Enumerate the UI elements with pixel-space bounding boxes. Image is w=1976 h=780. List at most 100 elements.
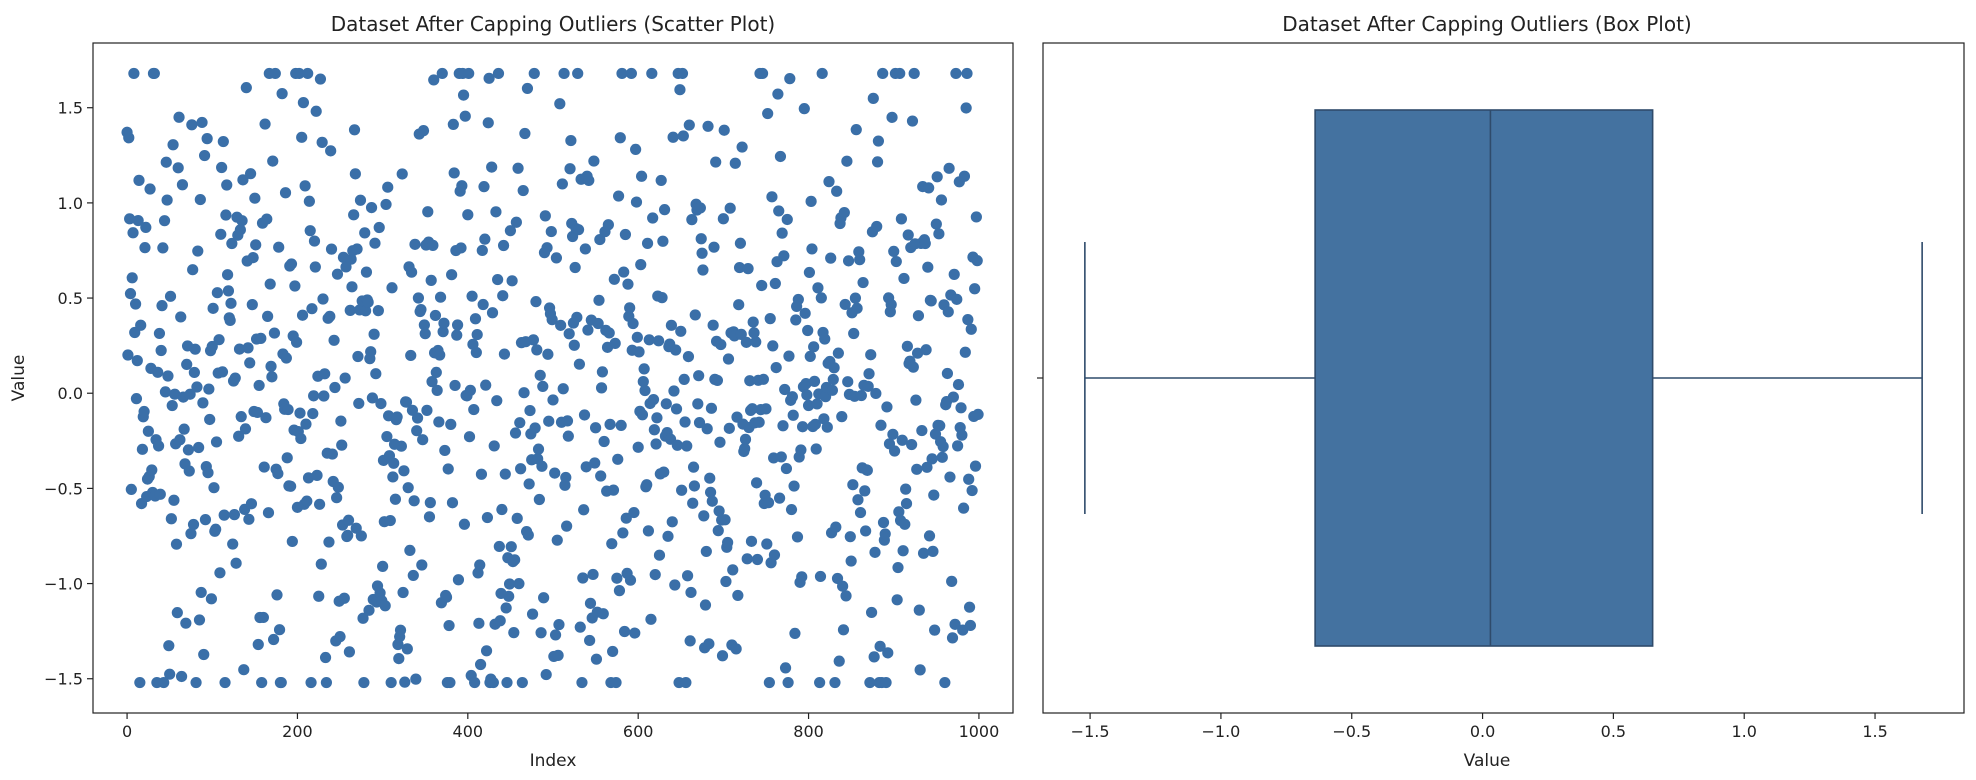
scatter-point (169, 388, 181, 400)
scatter-point (345, 253, 357, 265)
scatter-point (635, 170, 648, 182)
scatter-point (258, 461, 270, 473)
scatter-y-tick-label: 1.5 (58, 99, 83, 118)
scatter-point (368, 328, 380, 340)
scatter-point (637, 376, 649, 388)
scatter-point (816, 67, 828, 80)
scatter-point (606, 538, 618, 550)
scatter-point (281, 452, 293, 464)
scatter-point (317, 293, 329, 305)
scatter-point (740, 336, 752, 348)
scatter-point (680, 676, 692, 689)
scatter-point (490, 206, 502, 218)
scatter-point (770, 361, 782, 374)
scatter-point (181, 358, 193, 370)
scatter-point (802, 324, 814, 337)
scatter-point (962, 314, 974, 326)
scatter-point (775, 451, 787, 463)
scatter-point (571, 311, 583, 323)
scatter-x-label: Index (530, 751, 577, 771)
scatter-point (660, 398, 672, 410)
scatter-point (135, 319, 147, 331)
scatter-point (302, 472, 315, 484)
box-x-tick-label: 1.5 (1862, 722, 1887, 741)
scatter-point (969, 283, 981, 295)
scatter-point (877, 67, 889, 80)
scatter-point (657, 235, 669, 247)
scatter-point (957, 502, 970, 514)
scatter-point (188, 366, 200, 379)
scatter-point (344, 304, 356, 316)
scatter-point (431, 384, 443, 396)
scatter-point (899, 518, 911, 530)
scatter-point (825, 252, 837, 264)
scatter-point (184, 388, 196, 400)
scatter-point (687, 497, 699, 509)
scatter-point (208, 482, 220, 494)
box-title: Dataset After Capping Outliers (Box Plot… (1282, 12, 1691, 36)
scatter-point (596, 366, 609, 378)
scatter-point (912, 310, 925, 322)
scatter-point (222, 285, 235, 297)
scatter-point (971, 255, 983, 267)
box-x-tick-label: −0.5 (1332, 722, 1371, 741)
scatter-point (700, 545, 712, 558)
scatter-point (543, 415, 555, 427)
scatter-point (886, 111, 898, 123)
scatter-point (211, 287, 223, 299)
scatter-point (434, 291, 447, 303)
scatter-point (216, 161, 228, 174)
scatter-point (849, 292, 862, 304)
scatter-point (501, 676, 513, 689)
scatter-point (285, 258, 298, 270)
scatter-point (339, 372, 351, 384)
scatter-point (537, 380, 549, 392)
scatter-point (401, 643, 413, 655)
scatter-point (338, 592, 350, 604)
scatter-point (678, 373, 690, 385)
scatter-point (253, 379, 265, 392)
scatter-point (497, 239, 510, 252)
scatter-point (946, 632, 959, 644)
scatter-point (969, 460, 982, 472)
scatter-point (578, 409, 591, 421)
scatter-point (786, 391, 798, 403)
scatter-point (647, 393, 660, 406)
scatter-point (498, 348, 511, 360)
scatter-point (257, 611, 269, 624)
scatter-point (677, 130, 689, 142)
scatter-point (668, 385, 680, 397)
scatter-point (852, 494, 864, 506)
scatter-point (279, 187, 292, 199)
scatter-point (157, 242, 169, 254)
scatter-point (167, 139, 179, 151)
scatter-point (439, 444, 451, 457)
scatter-point (318, 390, 330, 402)
scatter-point (224, 314, 236, 327)
scatter-point (847, 479, 859, 491)
iqr-box (1314, 109, 1654, 647)
scatter-point (197, 397, 209, 409)
scatter-point (762, 497, 775, 509)
scatter-point (696, 247, 708, 259)
scatter-y-tick-label: 1.0 (58, 194, 83, 213)
scatter-point (152, 440, 165, 452)
box-x-tick-label: 1.0 (1731, 722, 1756, 741)
scatter-point (503, 590, 515, 602)
scatter-point (276, 88, 288, 100)
scatter-point (290, 336, 303, 348)
scatter-y-axis: −1.5 −1.0 −0.5 0.0 0.5 1.0 1.5 (44, 99, 93, 689)
scatter-point (854, 254, 866, 266)
scatter-point (526, 608, 539, 620)
scatter-point (633, 346, 645, 358)
scatter-point (831, 185, 843, 197)
scatter-point (561, 520, 573, 532)
scatter-point (346, 281, 358, 293)
scatter-point (369, 237, 381, 249)
scatter-point (358, 676, 370, 689)
scatter-point (809, 418, 821, 430)
scatter-point (681, 570, 694, 582)
scatter-point (819, 333, 831, 345)
scatter-point (555, 319, 567, 331)
scatter-point (247, 252, 259, 264)
